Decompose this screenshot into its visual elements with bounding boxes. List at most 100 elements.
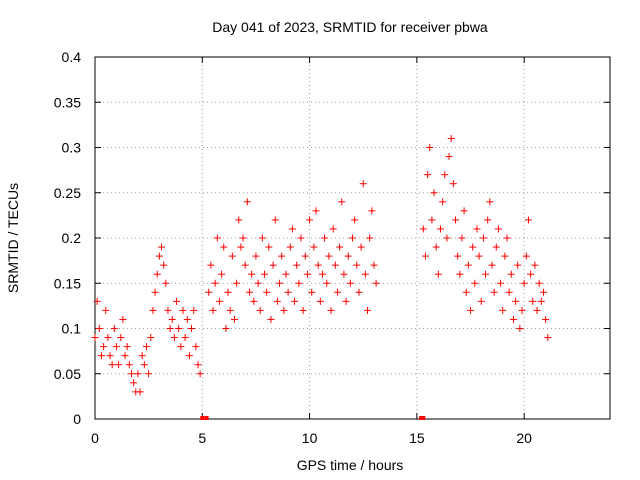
x-axis: 0 5 10 15 20	[91, 57, 532, 446]
data-point	[299, 306, 307, 314]
data-point	[235, 216, 243, 224]
data-point	[514, 261, 522, 269]
data-point	[177, 343, 185, 351]
data-point	[473, 225, 481, 233]
data-point	[509, 315, 517, 323]
data-point	[499, 306, 507, 314]
data-point	[138, 352, 146, 360]
gap-marker	[419, 416, 424, 420]
data-point	[209, 306, 217, 314]
data-point	[220, 243, 228, 251]
data-point	[173, 297, 181, 305]
data-point	[183, 315, 191, 323]
y-tick-label: 0.3	[62, 140, 82, 156]
data-point	[166, 325, 174, 332]
data-point	[213, 234, 221, 242]
data-point	[158, 243, 166, 251]
data-point	[484, 216, 492, 224]
data-point	[145, 370, 153, 378]
x-tick-label: 15	[409, 430, 425, 446]
data-point	[130, 379, 138, 387]
y-tick-label: 0.4	[62, 49, 82, 65]
data-point	[185, 352, 193, 360]
gap-markers	[200, 416, 426, 420]
data-point	[312, 207, 320, 215]
data-point	[224, 288, 232, 296]
data-point	[164, 306, 172, 314]
data-point	[256, 306, 264, 314]
data-point	[192, 343, 200, 351]
data-point	[542, 315, 550, 323]
data-point	[421, 252, 429, 260]
data-point	[151, 288, 159, 296]
data-point	[226, 306, 234, 314]
y-tick-label: 0.05	[54, 366, 81, 382]
data-point	[366, 234, 374, 242]
data-point	[419, 225, 427, 233]
data-point	[263, 288, 271, 296]
data-point	[149, 306, 157, 314]
data-point	[479, 234, 487, 242]
data-point	[95, 325, 103, 332]
data-point	[342, 297, 350, 305]
x-tick-label: 5	[198, 430, 206, 446]
data-point	[211, 279, 219, 287]
data-point	[439, 198, 447, 206]
data-point	[104, 334, 112, 342]
gap-marker	[421, 416, 426, 420]
y-tick-label: 0.15	[54, 275, 81, 291]
data-point	[490, 288, 498, 296]
data-point	[507, 270, 515, 278]
data-point	[344, 252, 352, 260]
data-point	[497, 279, 505, 287]
data-point	[482, 270, 490, 278]
data-point	[430, 189, 438, 197]
data-point	[273, 297, 281, 305]
data-point	[110, 325, 118, 332]
data-point	[261, 270, 269, 278]
data-point	[276, 279, 284, 287]
data-point	[544, 334, 552, 342]
data-point	[119, 315, 127, 323]
data-point	[316, 297, 324, 305]
data-point	[372, 279, 380, 287]
data-point	[143, 343, 150, 351]
data-point	[454, 252, 462, 260]
data-point	[237, 243, 245, 251]
data-point	[471, 279, 479, 287]
data-point	[359, 180, 367, 188]
data-point	[486, 198, 494, 206]
data-point	[462, 288, 470, 296]
y-tick-label: 0.25	[54, 185, 81, 201]
data-point	[170, 334, 178, 342]
y-axis-label: SRMTID / TECUs	[5, 183, 21, 293]
data-point	[539, 288, 547, 296]
data-point	[271, 216, 279, 224]
data-point	[535, 279, 543, 287]
data-point	[97, 352, 105, 360]
data-point	[112, 343, 120, 351]
x-axis-label: GPS time / hours	[297, 457, 404, 473]
data-point	[288, 225, 296, 233]
data-point	[252, 252, 260, 260]
data-point	[505, 288, 513, 296]
data-point	[353, 261, 361, 269]
data-point	[512, 297, 520, 305]
data-point	[441, 171, 449, 179]
data-point	[364, 306, 372, 314]
data-point	[117, 334, 125, 342]
data-point	[188, 325, 196, 332]
data-point	[228, 252, 236, 260]
data-point	[168, 315, 176, 323]
data-point	[243, 198, 251, 206]
x-tick-label: 0	[91, 430, 99, 446]
data-point	[155, 252, 163, 260]
data-point	[162, 279, 170, 287]
data-point	[537, 297, 545, 305]
data-point	[265, 243, 273, 251]
gap-marker	[200, 416, 205, 420]
y-tick-label: 0.1	[62, 321, 82, 337]
data-point	[127, 370, 135, 378]
data-point	[278, 252, 286, 260]
